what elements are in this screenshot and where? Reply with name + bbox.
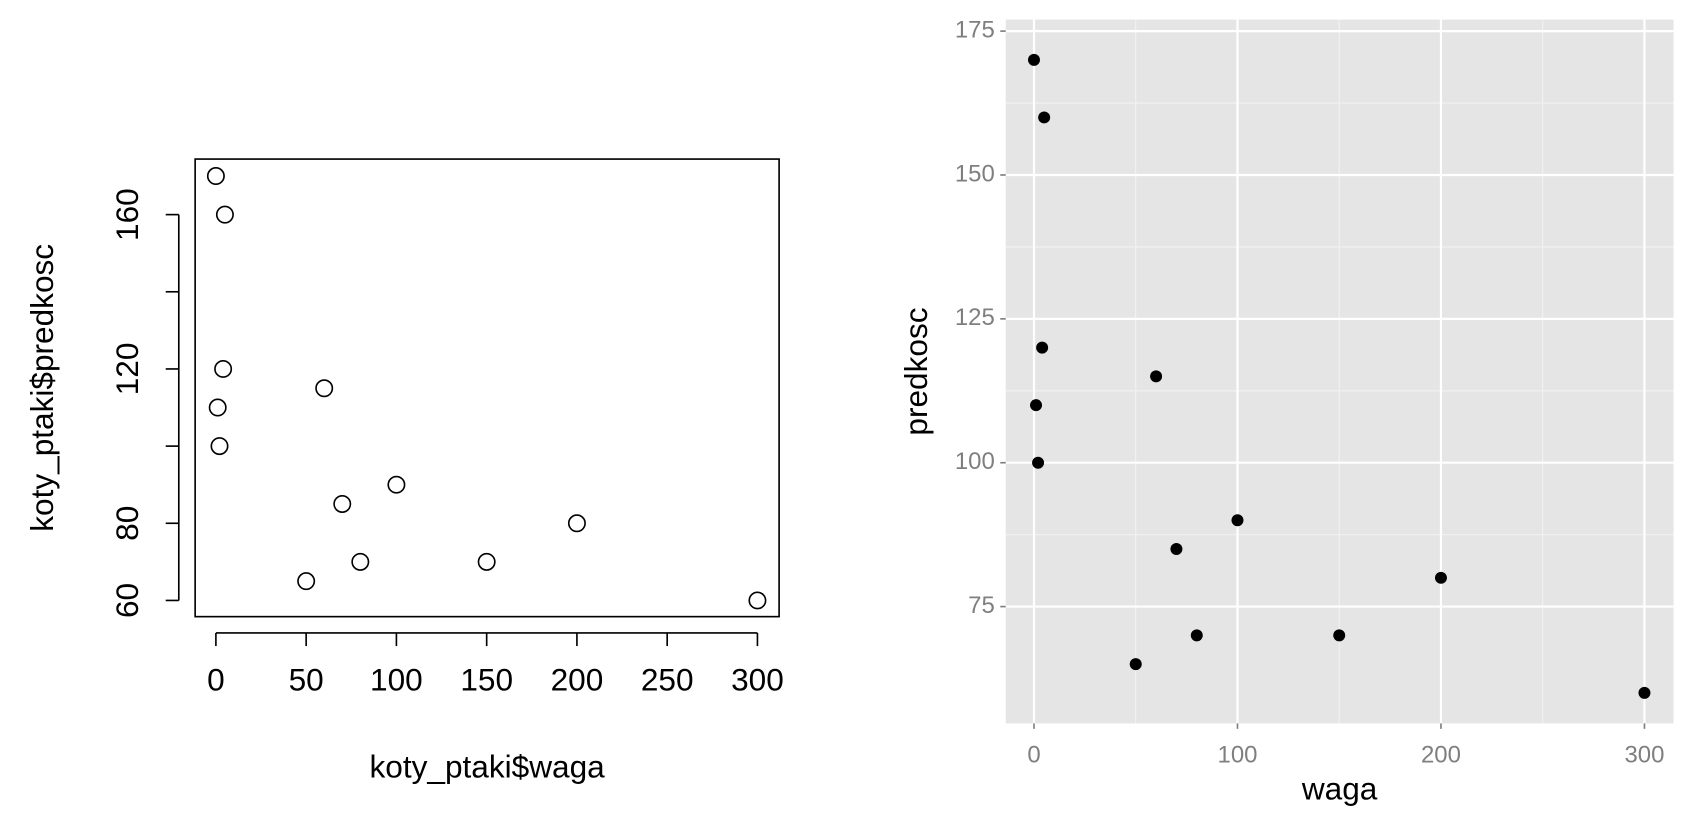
point	[1030, 399, 1043, 412]
point	[215, 205, 234, 224]
point	[1038, 111, 1051, 124]
x-tick-label: 100	[370, 661, 423, 697]
point	[1027, 53, 1040, 66]
point	[351, 552, 370, 571]
x-tick-label: 50	[289, 661, 324, 697]
x-axis-title: koty_ptaki$waga	[369, 749, 605, 785]
point	[1638, 686, 1651, 699]
point	[748, 591, 767, 610]
point	[208, 398, 227, 417]
point	[1190, 629, 1203, 642]
point	[214, 359, 233, 378]
y-tick-label: 160	[109, 188, 145, 241]
point	[315, 379, 334, 398]
point	[567, 514, 586, 533]
point	[297, 572, 316, 591]
x-tick-label: 150	[460, 661, 513, 697]
point	[1333, 629, 1346, 642]
y-tick-label: 125	[955, 304, 995, 331]
y-tick-label: 120	[109, 343, 145, 396]
y-tick-label: 150	[955, 160, 995, 187]
point	[477, 552, 496, 571]
x-tick-label: 250	[641, 661, 694, 697]
x-tick-label: 100	[1217, 741, 1257, 768]
y-tick-label: 75	[968, 592, 995, 619]
x-tick-label: 200	[1421, 741, 1461, 768]
x-tick-label: 200	[551, 661, 604, 697]
point	[206, 167, 225, 186]
x-tick-label: 300	[1624, 741, 1664, 768]
point	[1150, 370, 1163, 383]
point	[1434, 571, 1447, 584]
y-axis-title: koty_ptaki$predkosc	[24, 244, 60, 532]
point	[387, 475, 406, 494]
x-axis-title: waga	[1301, 770, 1378, 806]
y-tick-label: 175	[955, 16, 995, 43]
y-axis-title: predkosc	[898, 307, 934, 435]
x-tick-label: 300	[731, 661, 784, 697]
point	[1129, 658, 1142, 671]
x-tick-label: 0	[1027, 741, 1040, 768]
point	[1170, 543, 1183, 556]
point	[1036, 341, 1049, 354]
point	[1032, 456, 1045, 469]
plot-box	[194, 158, 780, 618]
point	[210, 437, 229, 456]
point	[1231, 514, 1244, 527]
x-tick-label: 0	[207, 661, 225, 697]
y-tick-label: 80	[109, 506, 145, 541]
y-tick-label: 100	[955, 448, 995, 475]
y-tick-label: 60	[109, 583, 145, 618]
point	[333, 494, 352, 513]
